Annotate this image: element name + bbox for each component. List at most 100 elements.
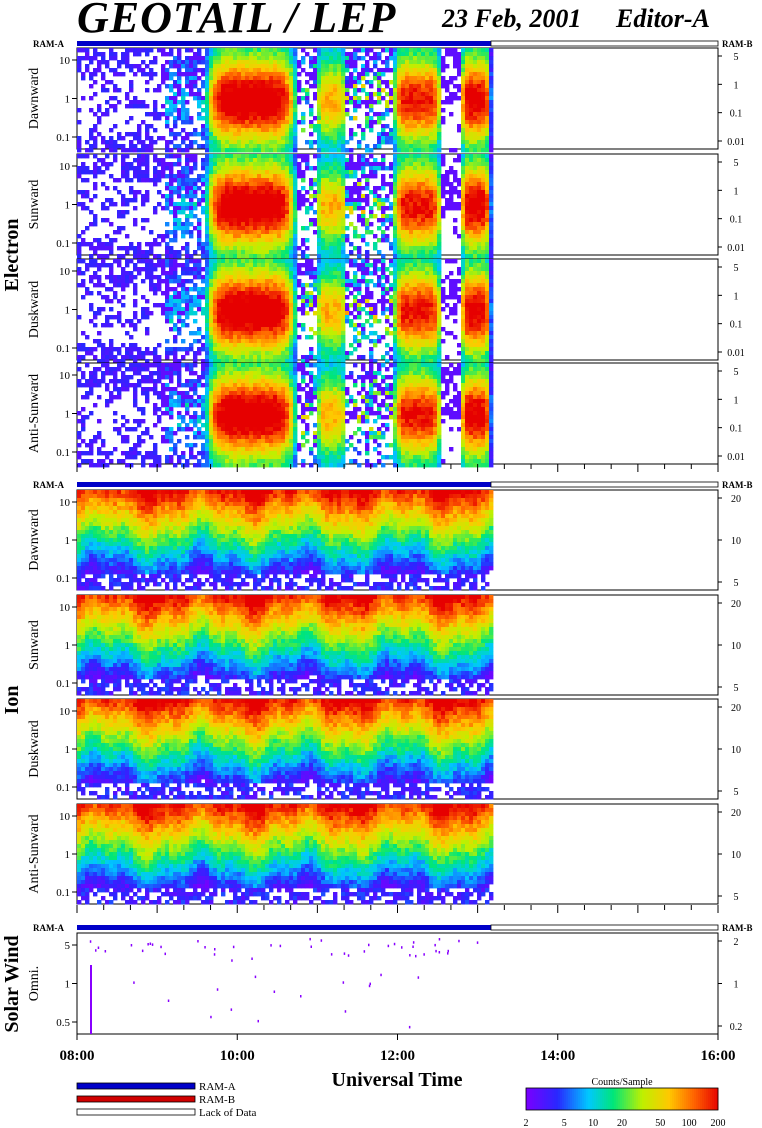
heat-cell — [445, 100, 450, 105]
heat-cell — [389, 100, 394, 105]
heat-cell — [429, 76, 434, 81]
heat-cell — [277, 323, 282, 328]
heat-cell — [433, 76, 438, 81]
heat-cell — [117, 144, 122, 149]
heat-cell — [213, 80, 218, 85]
heat-cell — [329, 170, 334, 175]
heat-cell — [221, 206, 226, 211]
heat-cell — [285, 52, 290, 57]
heat-cell — [369, 100, 374, 105]
heat-cell — [365, 116, 370, 121]
heat-cell — [353, 166, 358, 171]
heat-cell — [169, 72, 174, 77]
heat-cell — [229, 198, 234, 203]
heat-cell — [293, 64, 298, 69]
heat-cell — [221, 182, 226, 187]
heat-cell — [273, 60, 278, 65]
heat-cell — [233, 76, 238, 81]
heat-cell — [257, 104, 262, 109]
heat-cell — [333, 210, 338, 215]
heat-cell — [269, 206, 274, 211]
heat-cell — [389, 246, 394, 251]
heat-cell — [305, 162, 310, 167]
heat-cell — [225, 76, 230, 81]
heat-cell — [353, 92, 358, 97]
heat-cell — [269, 132, 274, 137]
heat-cell — [489, 174, 494, 179]
heat-cell — [109, 246, 114, 251]
heat-cell — [481, 144, 486, 149]
heat-cell — [425, 166, 430, 171]
heat-cell — [165, 112, 170, 117]
heat-cell — [341, 166, 346, 171]
heat-cell — [181, 323, 186, 328]
heat-cell — [205, 315, 210, 320]
heat-cell — [253, 331, 258, 336]
heat-cell — [337, 254, 342, 259]
heat-cell — [281, 162, 286, 167]
heat-cell — [325, 186, 330, 191]
heat-cell — [145, 112, 150, 117]
heat-cell — [401, 112, 406, 117]
heat-cell — [341, 246, 346, 251]
heat-cell — [437, 198, 442, 203]
heat-cell — [365, 104, 370, 109]
heat-cell — [117, 275, 122, 280]
heat-cell — [221, 238, 226, 243]
panel-label: Sunward — [27, 180, 42, 230]
heat-cell — [217, 116, 222, 121]
heat-cell — [121, 267, 126, 272]
heat-cell — [281, 92, 286, 97]
heat-cell — [277, 162, 282, 167]
heat-cell — [209, 120, 214, 125]
heat-cell — [265, 263, 270, 268]
heat-cell — [269, 128, 274, 133]
heat-cell — [293, 194, 298, 199]
heat-cell — [85, 178, 90, 183]
heat-cell — [325, 182, 330, 187]
heat-cell — [245, 124, 250, 129]
heat-cell — [185, 92, 190, 97]
heat-cell — [345, 190, 350, 195]
heat-cell — [389, 214, 394, 219]
heat-cell — [309, 140, 314, 145]
heat-cell — [177, 250, 182, 255]
heat-cell — [137, 48, 142, 53]
heat-cell — [249, 60, 254, 65]
heat-cell — [369, 128, 374, 133]
heat-cell — [473, 56, 478, 61]
heat-cell — [213, 104, 218, 109]
heat-cell — [101, 202, 106, 207]
heat-cell — [321, 88, 326, 93]
heat-cell — [165, 84, 170, 89]
heat-cell — [353, 56, 358, 61]
heat-cell — [317, 182, 322, 187]
heat-cell — [473, 218, 478, 223]
heat-cell — [209, 104, 214, 109]
heat-cell — [229, 194, 234, 199]
heat-cell — [105, 242, 110, 247]
heat-cell — [381, 72, 386, 77]
heat-cell — [209, 242, 214, 247]
heat-cell — [221, 128, 226, 133]
heat-cell — [485, 72, 490, 77]
heat-cell — [173, 186, 178, 191]
heat-cell — [185, 68, 190, 73]
heat-cell — [257, 259, 262, 264]
heat-cell — [353, 64, 358, 69]
heat-cell — [253, 271, 258, 276]
heat-cell — [241, 218, 246, 223]
heat-cell — [245, 104, 250, 109]
heat-cell — [193, 275, 198, 280]
heat-cell — [441, 182, 446, 187]
heat-cell — [205, 52, 210, 57]
heat-cell — [285, 140, 290, 145]
heat-cell — [257, 116, 262, 121]
heat-cell — [161, 263, 166, 268]
left-tick-label: 1 — [65, 94, 71, 106]
heat-cell — [409, 104, 414, 109]
heat-cell — [461, 238, 466, 243]
heat-cell — [185, 112, 190, 117]
heat-cell — [389, 190, 394, 195]
heat-cell — [265, 178, 270, 183]
